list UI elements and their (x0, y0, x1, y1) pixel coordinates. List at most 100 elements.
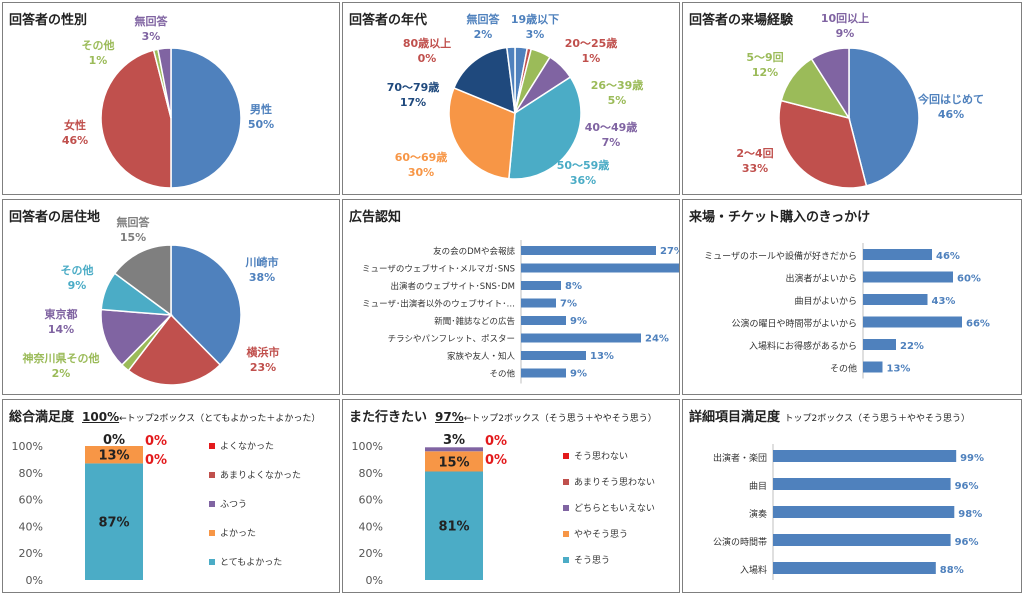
pie-label: 70～79歳 (387, 80, 440, 94)
again-title: また行きたい (349, 410, 428, 425)
stack-label: 3% (443, 433, 465, 448)
pie-percent: 1% (582, 52, 601, 65)
pie-label: 男性 (250, 102, 272, 116)
bar-value-label: 60% (957, 274, 981, 285)
pie-slice (505, 46, 516, 114)
legend-label: あまりよくなかった (220, 470, 301, 481)
pie-percent: 30% (408, 166, 434, 179)
pie-slice (778, 99, 868, 189)
bar-value-label: 43% (932, 296, 956, 307)
stack-segment (85, 463, 143, 580)
pie-percent: 14% (48, 323, 74, 336)
bar (521, 316, 566, 325)
again-note: ←トップ2ボックス（そう思う＋ややそう思う） (463, 414, 657, 424)
bar (521, 368, 566, 378)
pie-percent: 0% (418, 52, 437, 65)
bar-value-label: 22% (900, 341, 924, 352)
stack-label: 0% (485, 453, 507, 468)
pie-slice (448, 87, 516, 180)
stack-label: 0% (485, 434, 507, 449)
stack-label: 0% (145, 453, 167, 468)
visit-title: 回答者の来場経験 (689, 13, 794, 28)
pie-label: 女性 (64, 118, 86, 132)
pie-label: 5～9回 (746, 50, 783, 64)
reason-title: 来場・チケット購入のきっかけ (689, 210, 871, 225)
pie-slice (170, 47, 242, 189)
detail-title: 詳細項目満足度 (689, 410, 781, 425)
pie-label: 神奈川県その他 (23, 351, 100, 365)
bar-value-label: 27% (660, 246, 680, 257)
bar-category-label: 曲目がよいから (794, 295, 857, 307)
bar-category-label: 公演の時間帯 (713, 536, 767, 548)
bar-category-label: 入場料にお得感があるから (749, 340, 857, 352)
y-tick-label: 40% (359, 520, 383, 533)
stack-segment (85, 446, 143, 464)
legend-swatch (209, 443, 215, 449)
visit-pie-chart: 今回はじめて 46% 2～4回 33% 5～9回 12% 10回以上 9% (736, 11, 984, 189)
detail-panel: 詳細項目満足度 トップ2ボックス（そう思う＋ややそう思う） 出演者・楽団 99% 曲… (682, 399, 1022, 593)
bar-category-label: 入場料 (740, 564, 767, 576)
bar-category-label: ミューザのホールや設備が好きだから (704, 250, 857, 262)
pie-percent: 46% (938, 108, 964, 121)
bar-category-label: チラシやパンフレット、ポスター (388, 335, 515, 345)
stack-label: 0% (145, 434, 167, 449)
bar-value-label: 66% (966, 319, 990, 330)
bar (863, 339, 896, 350)
legend-swatch (563, 505, 569, 511)
pie-label: 東京都 (45, 307, 78, 321)
legend-swatch (209, 559, 215, 565)
reason-bar-chart: ミューザのホールや設備が好きだから 46% 出演者がよいから 60% 曲目がよいから 43… (704, 243, 990, 379)
bar (863, 249, 932, 260)
bar (521, 298, 556, 308)
gender-pie-chart: 男性 50% 女性 46% その他 1% 無回答 3% (62, 14, 274, 189)
y-tick-label: 60% (359, 494, 383, 507)
legend-swatch (209, 472, 215, 478)
detail-bar-chart: 出演者・楽団 99% 曲目 96% 演奏 98% 公演の時間帯 96% 入場料 88% (713, 444, 984, 580)
bar-value-label: 96% (955, 481, 979, 492)
legend-swatch (563, 479, 569, 485)
stack-segment (425, 471, 483, 580)
pie-label: 10回以上 (821, 11, 869, 25)
bar-value-label: 13% (887, 364, 911, 375)
age-title: 回答者の年代 (349, 13, 428, 28)
pie-percent: 17% (400, 96, 426, 109)
gender-panel: 回答者の性別 男性 50% 女性 46% その他 1% 無回答 3% (2, 2, 340, 195)
legend-label: あまりそう思わない (574, 477, 655, 488)
pie-slice (170, 244, 242, 366)
again-panel: また行きたい 97%←トップ2ボックス（そう思う＋ややそう思う） 100% 80% 6… (342, 399, 680, 593)
bar-value-label: 46% (936, 251, 960, 262)
stack-segment (425, 447, 483, 452)
bar (863, 294, 928, 305)
ad-panel: 広告認知 友の会のDMや会報誌27%ミューザのウェブサイト･メルマガ･SNS34… (342, 199, 680, 395)
bar (521, 246, 656, 255)
pie-slice (100, 308, 173, 366)
bar (521, 333, 641, 343)
legend-swatch (563, 453, 569, 459)
bar-value-label: 8% (565, 281, 582, 292)
bar-category-label: 演奏 (749, 508, 767, 520)
bar-value-label: 9% (570, 369, 587, 380)
stack-label: 13% (98, 449, 129, 464)
again-title-row: また行きたい 97%←トップ2ボックス（そう思う＋ややそう思う） (349, 406, 657, 425)
pie-percent: 3% (526, 28, 545, 41)
pie-percent: 50% (248, 118, 274, 131)
pie-percent: 2% (52, 367, 71, 380)
pie-label: 60～69歳 (395, 150, 448, 164)
pie-label: 19歳以下 (511, 12, 559, 26)
y-tick-label: 100% (12, 440, 43, 453)
overall-headline: 100% (82, 410, 120, 424)
pie-percent: 33% (742, 162, 768, 175)
bar (863, 361, 883, 373)
bar-category-label: ミューザ･出演者以外のウェブサイト･… (362, 299, 515, 310)
bar-category-label: その他 (830, 363, 857, 375)
overall-title-row: 総合満足度 100%←トップ2ボックス（とてもよかった＋よかった） (9, 406, 320, 425)
pie-slice (127, 313, 222, 386)
pie-slice (452, 46, 516, 115)
y-tick-label: 20% (19, 547, 43, 560)
visit-panel: 回答者の来場経験 今回はじめて 46% 2～4回 33% 5～9回 12% 10回以上 9% (682, 2, 1022, 195)
y-tick-label: 0% (366, 574, 383, 587)
y-tick-label: 0% (26, 574, 43, 587)
bar-value-label: 7% (560, 299, 577, 310)
pie-slice (810, 47, 850, 121)
